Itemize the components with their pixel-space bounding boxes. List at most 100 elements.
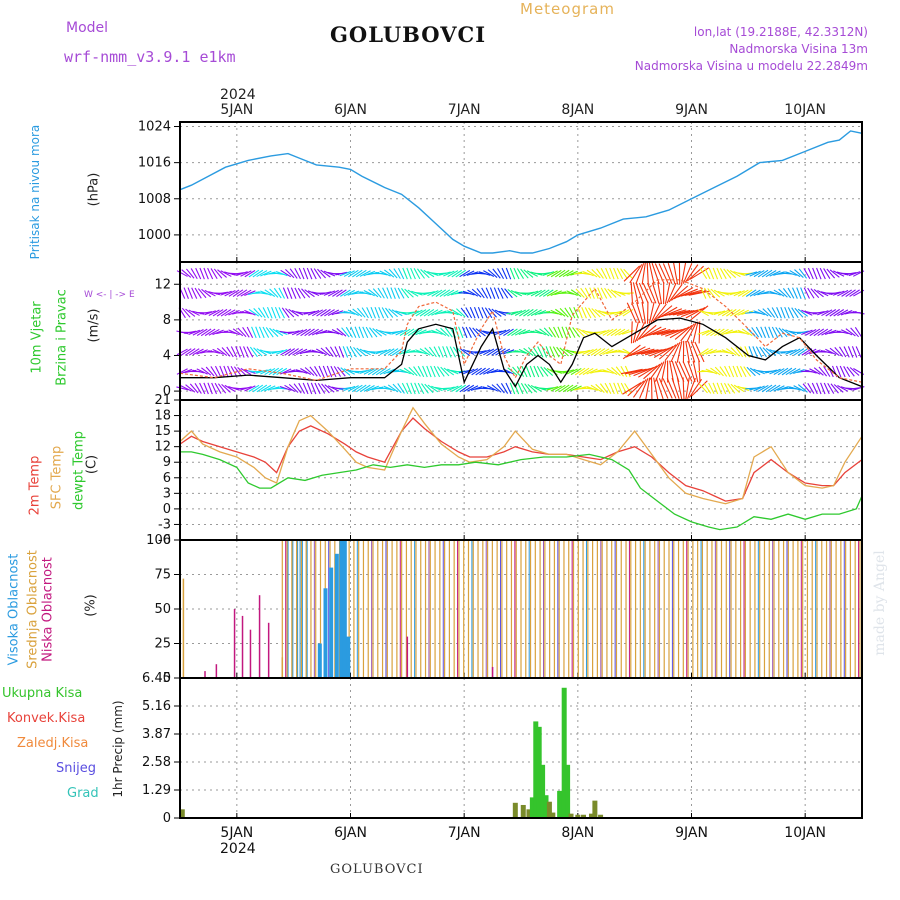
wind-arrow (239, 311, 252, 315)
wind-arrow (406, 267, 412, 280)
wind-arrow (422, 365, 428, 378)
wind-arrow (617, 382, 623, 395)
wind-arrow (627, 380, 645, 397)
wind-arrow (549, 346, 556, 358)
wind-arrow (320, 308, 331, 317)
wind-arrow (676, 377, 683, 400)
wind-arrow (221, 383, 231, 393)
wind-arrow (573, 306, 579, 319)
wind-arrow (556, 346, 565, 358)
wind-arrow (246, 346, 254, 358)
wind-arrow (435, 328, 447, 337)
wind-arrow (249, 346, 258, 358)
wind-arrow (651, 282, 660, 304)
wind-arrow (721, 349, 734, 355)
wind-arrow (662, 263, 673, 284)
wind-arrow (465, 326, 472, 338)
wind-arrow (640, 349, 663, 355)
wind-arrow (475, 367, 486, 376)
wind-arrow (765, 269, 777, 278)
wind-arrow (200, 328, 212, 337)
wind-arrow (244, 309, 256, 316)
wind-arrow (264, 385, 276, 392)
wind-arrow (194, 383, 202, 394)
wind-arrow (358, 326, 365, 339)
wind-arrow (442, 346, 448, 358)
wind-arrow (713, 310, 726, 316)
wind-speed-line (180, 317, 863, 388)
wind-arrow (674, 324, 693, 340)
wind-arrow (502, 349, 515, 355)
wind-arrow (187, 287, 193, 299)
wind-arrow (812, 267, 818, 280)
wind-arrow (350, 326, 357, 339)
lonlat-label: lon,lat (19.2188E, 42.3312N) (693, 25, 868, 39)
wind-arrow (804, 369, 817, 374)
wind-arrow (749, 386, 762, 391)
wind-arrow (255, 369, 268, 374)
wind-arrow (729, 269, 741, 278)
wind-arrow (737, 385, 750, 392)
wind-arrow (292, 348, 304, 356)
wind-arrow (811, 382, 818, 395)
wind-arrow (767, 307, 776, 318)
wind-arrow (753, 290, 765, 297)
wind-arrow (467, 385, 479, 392)
wind-arrow (312, 309, 324, 317)
wind-arrow (408, 366, 418, 377)
wind-arrow (578, 367, 590, 376)
wind-arrow (759, 346, 767, 358)
wind-arrow (745, 289, 757, 297)
wind-arrow (673, 262, 679, 285)
cloud-bar (323, 588, 328, 678)
cloud-bar (233, 609, 236, 678)
wind-arrow (685, 377, 690, 400)
wind-arrow (342, 346, 349, 358)
wind-arrow (426, 365, 432, 378)
wind-arrow (572, 327, 581, 338)
wind-arrow (829, 269, 840, 278)
wind-arrow (769, 368, 781, 375)
wind-arrow (232, 289, 244, 297)
wind-arrow (233, 366, 243, 377)
wind-arrow (527, 384, 538, 393)
wind-arrow (749, 289, 761, 297)
wind-arrow (383, 348, 395, 356)
wind-arrow (530, 384, 542, 392)
pressure-line (179, 130, 863, 254)
wind-arrow (327, 385, 340, 392)
wind-arrow (526, 290, 539, 296)
wind-arrow (778, 327, 788, 338)
wind-arrow (594, 348, 606, 356)
y-tick-label: 9 (163, 455, 171, 470)
y-tick-label: 1016 (138, 156, 171, 171)
wind-arrow (477, 306, 484, 319)
cloud-bar (182, 578, 185, 678)
wind-arrow (615, 366, 624, 377)
wind-arrow (266, 307, 273, 319)
wind-arrow (219, 365, 225, 378)
wind-arrow (519, 309, 530, 317)
wind-arrow (610, 328, 622, 337)
wind-arrow (609, 310, 622, 315)
wind-arrow (279, 385, 292, 391)
wind-arrow (438, 271, 451, 276)
wind-arrow (687, 341, 696, 363)
wind-arrow (248, 269, 260, 278)
wind-arrow (542, 289, 554, 297)
wind-arrow (402, 267, 408, 280)
wind-arrow (269, 288, 279, 298)
wind-arrow (440, 327, 450, 337)
wind-arrow (712, 267, 719, 280)
wind-arrow (463, 384, 475, 393)
wind-arrow (658, 344, 677, 360)
wind-arrow (568, 326, 576, 338)
wind-arrow (841, 289, 853, 297)
wind-arrow (668, 284, 683, 303)
wind-arrow (180, 385, 192, 392)
wind-arrow (331, 310, 344, 316)
wind-arrow (320, 269, 331, 278)
wind-arrows (176, 262, 865, 400)
wind-arrow (336, 328, 347, 337)
wind-arrow (629, 347, 651, 357)
